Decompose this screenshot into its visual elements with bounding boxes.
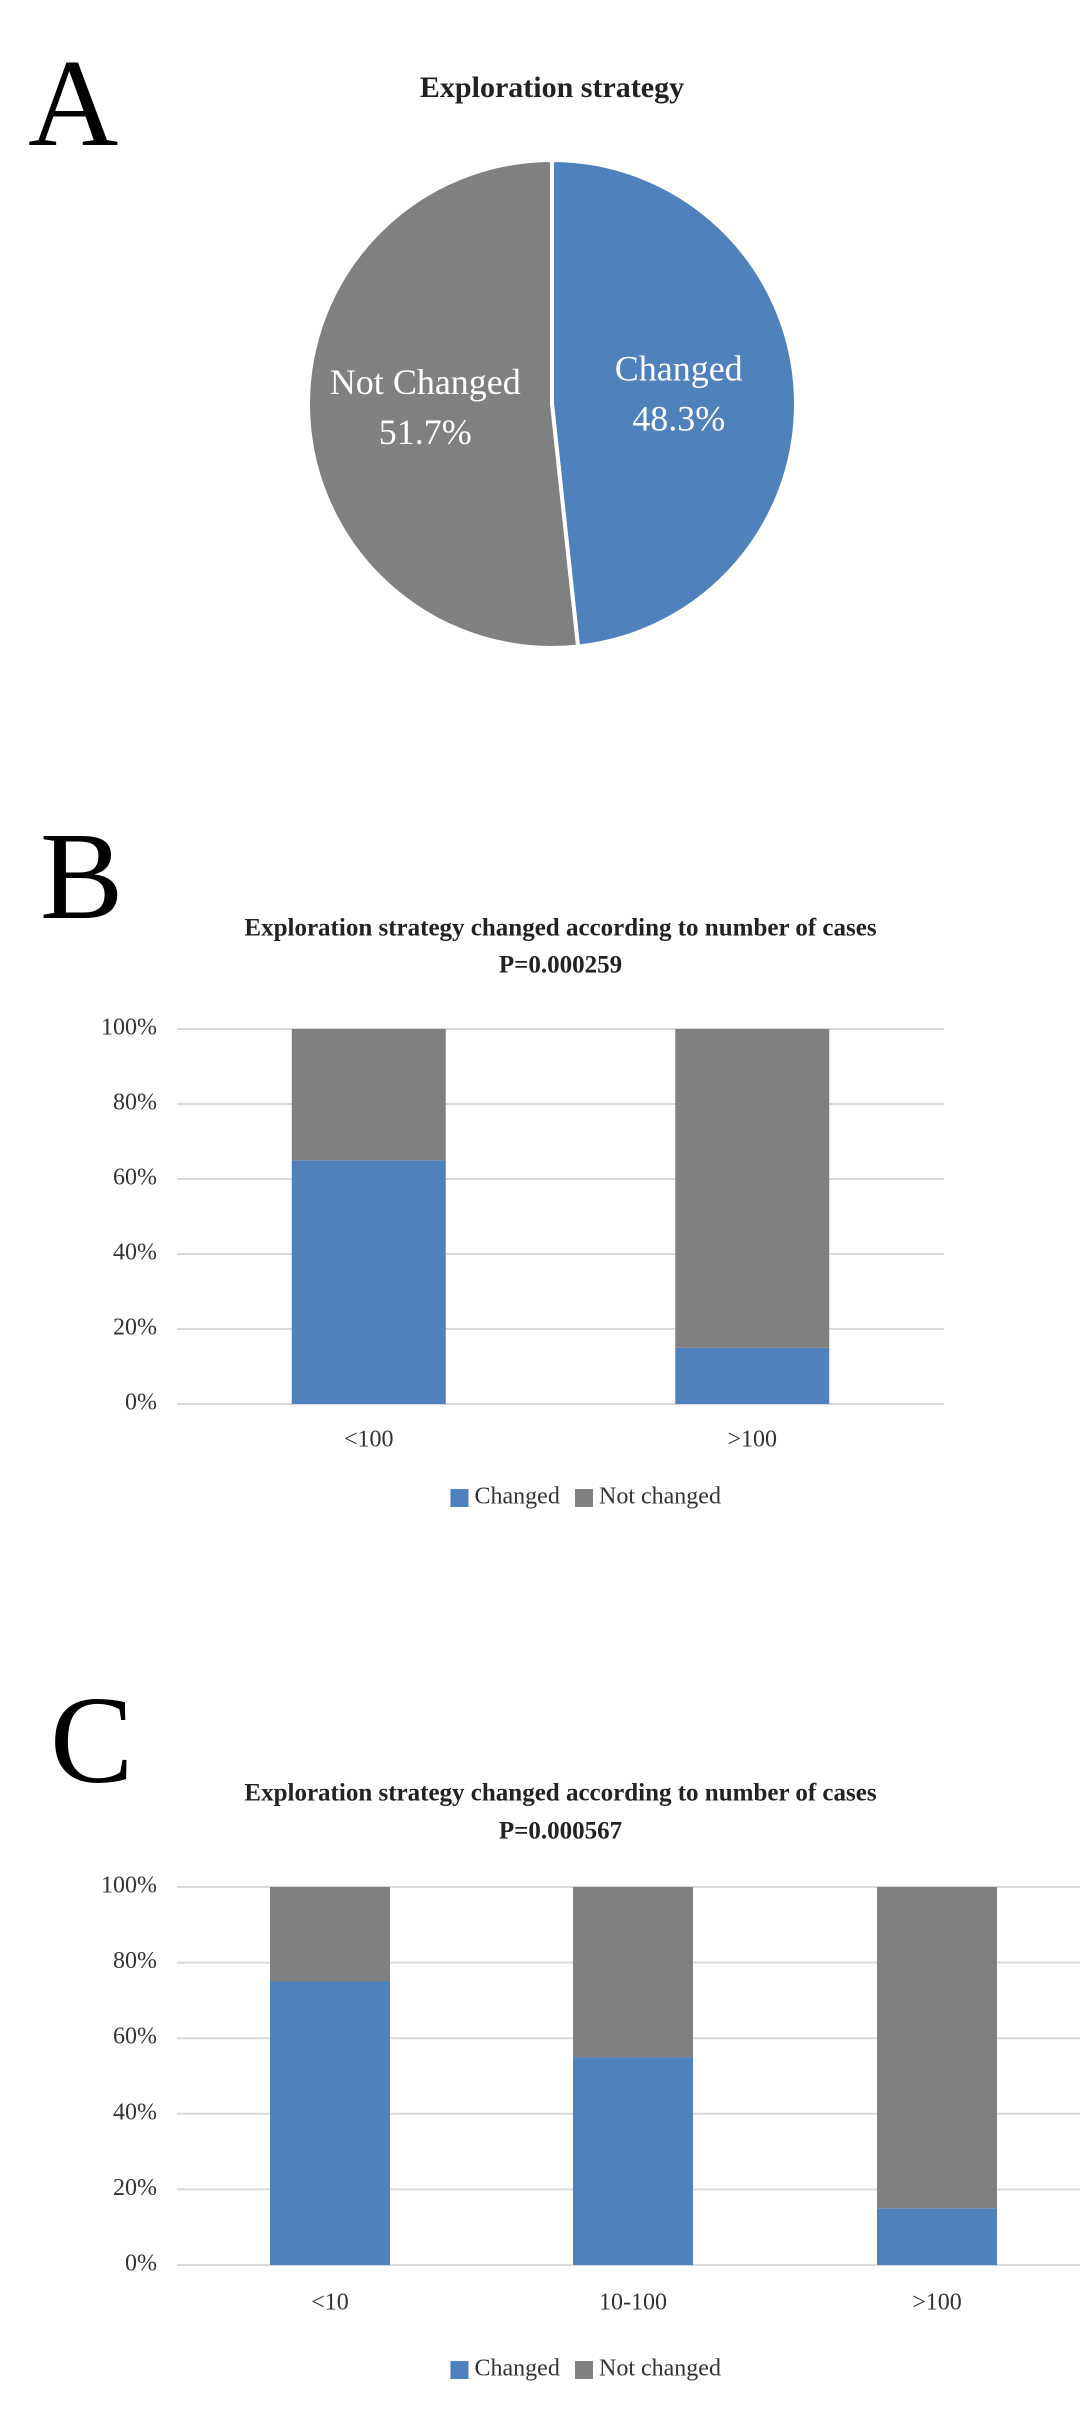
x-tick-label: <100 <box>344 1427 394 1453</box>
y-tick-label: 80% <box>113 1090 157 1116</box>
slice-value-label: 48.3% <box>632 398 725 438</box>
legend-label: Not changed <box>599 1484 721 1510</box>
legend-swatch <box>450 1489 469 1507</box>
chart-title: Exploration strategy changed according t… <box>244 915 876 942</box>
bar-segment <box>291 1160 446 1404</box>
y-tick-label: 20% <box>113 2175 157 2201</box>
legend-label: Changed <box>475 2356 560 2382</box>
slice-label: Changed <box>615 348 743 388</box>
slice-value-label: 51.7% <box>379 412 472 452</box>
bar-segment <box>270 1887 390 1982</box>
chart-title: Exploration strategy <box>420 71 684 104</box>
chart-subtitle: P=0.000259 <box>499 952 622 979</box>
y-tick-label: 40% <box>113 1240 157 1266</box>
y-tick-label: 80% <box>113 1948 157 1974</box>
legend-swatch <box>575 2361 593 2379</box>
y-tick-label: 60% <box>113 1165 157 1191</box>
bar-segment <box>573 2057 693 2265</box>
bar-segment <box>291 1029 446 1161</box>
y-tick-label: 40% <box>113 2099 157 2125</box>
y-tick-label: 20% <box>113 1315 157 1341</box>
legend-swatch <box>575 1489 593 1507</box>
pie-slice <box>306 157 581 650</box>
bar-segment <box>675 1347 830 1404</box>
slice-label: Not Changed <box>330 362 521 402</box>
y-tick-label: 100% <box>101 1015 157 1041</box>
legend-swatch <box>450 2361 469 2379</box>
pie-slice <box>550 157 798 649</box>
x-tick-label: >100 <box>727 1427 777 1453</box>
chart-title: Exploration strategy changed according t… <box>244 1780 876 1807</box>
x-tick-label: 10-100 <box>599 2290 667 2316</box>
bar-segment <box>877 2208 997 2265</box>
y-tick-label: 100% <box>101 1873 157 1899</box>
chart-subtitle: P=0.000567 <box>499 1818 622 1845</box>
x-tick-label: >100 <box>912 2290 962 2316</box>
y-tick-label: 0% <box>125 2251 157 2277</box>
legend-label: Not changed <box>599 2356 721 2382</box>
panel-letter: C <box>50 1672 133 1810</box>
panel-letter: A <box>28 35 118 173</box>
bar-segment <box>270 1981 390 2265</box>
bar-segment <box>573 1887 693 2058</box>
x-tick-label: <10 <box>311 2290 349 2316</box>
legend-label: Changed <box>475 1484 560 1510</box>
bar-segment <box>675 1029 830 1348</box>
panel-letter: B <box>40 808 123 946</box>
y-tick-label: 60% <box>113 2024 157 2050</box>
bar-segment <box>877 1887 997 2209</box>
y-tick-label: 0% <box>125 1390 157 1416</box>
